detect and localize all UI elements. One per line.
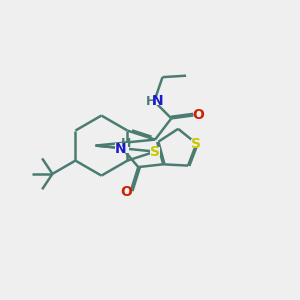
Text: O: O	[121, 185, 132, 199]
Text: N: N	[115, 142, 126, 155]
Text: O: O	[192, 108, 204, 122]
Text: S: S	[150, 145, 160, 159]
Bar	[194, 111, 202, 118]
Bar	[148, 97, 161, 105]
Bar	[150, 147, 160, 156]
Text: N: N	[152, 94, 164, 108]
Text: H: H	[146, 95, 157, 108]
Bar	[191, 139, 202, 148]
Bar	[122, 188, 131, 196]
Text: H: H	[121, 137, 131, 150]
Text: S: S	[191, 136, 202, 151]
Bar	[116, 143, 129, 153]
